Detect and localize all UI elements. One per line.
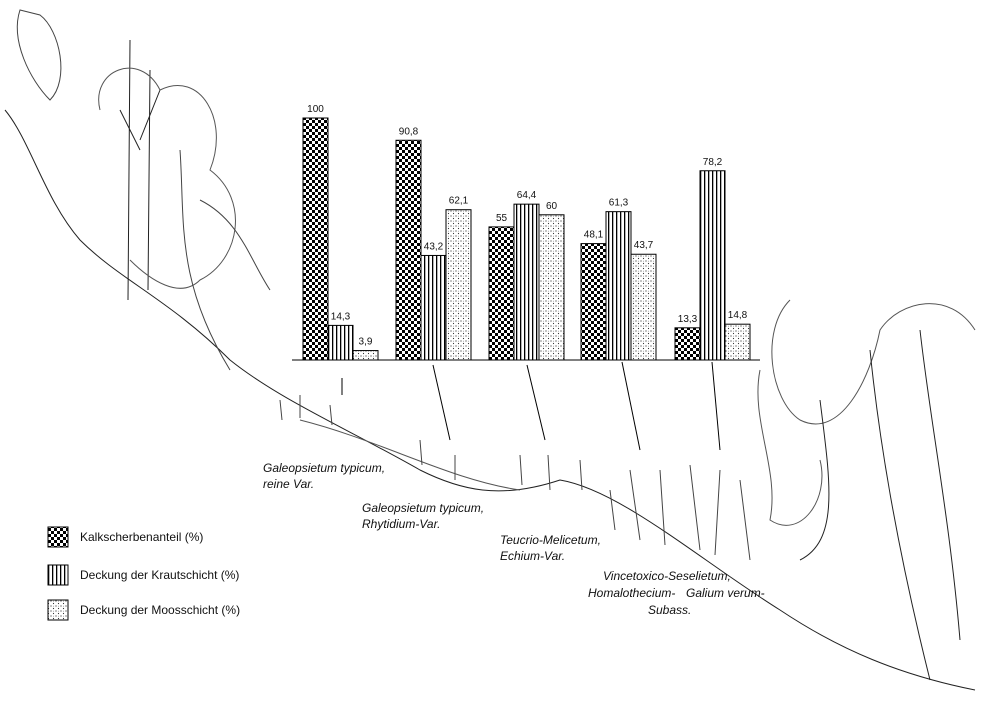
value-label: 60 [546,201,558,212]
bar [699,170,726,361]
bar [445,209,472,361]
bar [488,226,515,361]
legend-label: Deckung der Moosschicht (%) [80,603,240,617]
bar [420,254,447,361]
value-label: 14,3 [331,311,351,322]
value-label: 78,2 [703,157,723,168]
legend-swatch [47,526,69,548]
bar [352,350,379,361]
bar [538,214,565,361]
leader-line [526,364,546,441]
value-label: 43,7 [634,240,654,251]
category-label: Homalothecium- [588,586,675,600]
bar [580,243,607,361]
category-label: Galeopsietum typicum, [362,501,484,515]
value-label: 43,2 [424,241,444,252]
bar [724,323,751,361]
value-label: 64,4 [517,190,537,201]
legend-label: Kalkscherbenanteil (%) [80,530,203,544]
bar [327,324,354,361]
value-label: 48,1 [584,230,604,241]
bar [605,211,632,361]
landscape-illustration [4,9,976,691]
bar [513,203,540,361]
value-label: 62,1 [449,196,469,207]
category-label: Galeopsietum typicum, [263,461,385,475]
value-label: 90,8 [399,126,419,137]
value-label: 61,3 [609,198,629,209]
value-label: 55 [496,213,508,224]
category-label: Rhytidium-Var. [362,517,440,531]
category-label: Echium-Var. [500,549,565,563]
bar [630,253,657,361]
annotation: Vincetoxico-Seselietum, [603,569,731,583]
bar [674,327,701,361]
category-label: Galium verum- [686,586,765,600]
value-label: 100 [307,104,324,115]
leader-line [711,361,721,451]
leader-line [432,364,451,441]
legend-label: Deckung der Krautschicht (%) [80,568,239,582]
value-label: 14,8 [728,310,748,321]
bar [395,139,422,361]
value-label: 3,9 [359,337,373,348]
leader-line [621,361,641,451]
annotation: Subass. [648,603,691,617]
legend-swatch [47,599,69,621]
category-label: Teucrio-Melicetum, [500,533,601,547]
legend-swatch [47,564,69,586]
value-label: 13,3 [678,314,698,325]
category-label: reine Var. [263,477,314,491]
bar [302,117,329,361]
